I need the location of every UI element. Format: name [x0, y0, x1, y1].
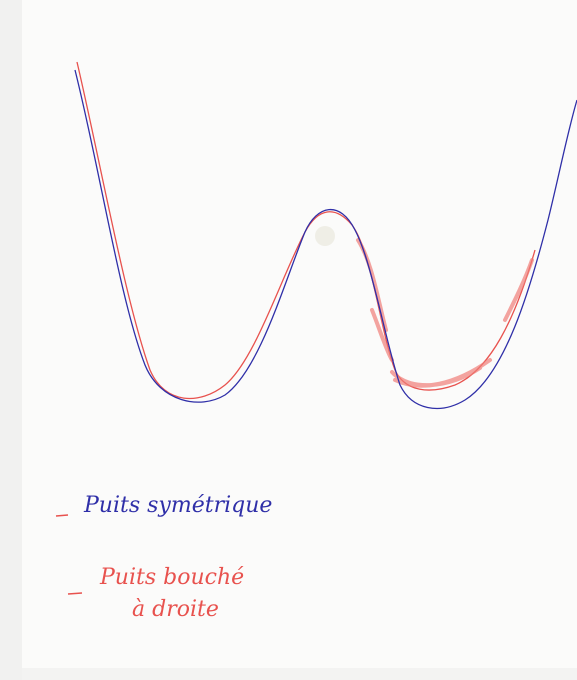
legend-label: à droite	[132, 597, 219, 622]
legend-label: Puits bouché	[99, 565, 244, 590]
paper-spot	[315, 226, 335, 246]
paper-edge	[0, 0, 22, 680]
legend-dash	[68, 593, 82, 594]
paper-bottom	[22, 668, 577, 680]
legend-dash	[56, 515, 68, 516]
legend-label: Puits symétrique	[83, 493, 272, 518]
scan: Puits symétrique Puits bouché à droite	[0, 0, 577, 680]
page: Puits symétrique Puits bouché à droite (…	[0, 0, 577, 680]
